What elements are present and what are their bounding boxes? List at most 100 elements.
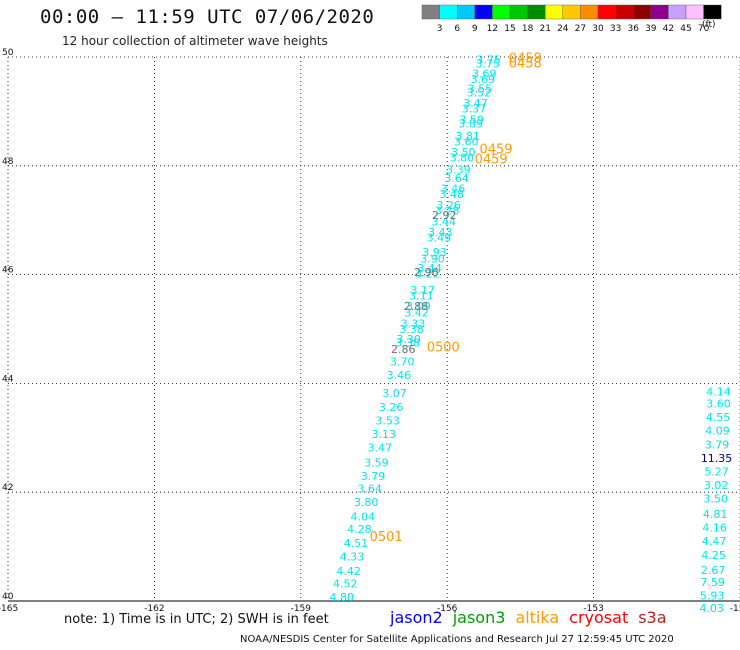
wave-height-label: 3.47	[368, 442, 393, 455]
page-subtitle: 12 hour collection of altimeter wave hei…	[62, 34, 328, 48]
wave-height-label: 5.27	[704, 466, 729, 479]
satellite-legend-item: jason2	[390, 608, 443, 627]
color-scale-label: 6	[454, 24, 460, 34]
y-tick-label: 40	[2, 592, 14, 602]
x-tick-label: -150	[730, 604, 740, 614]
wave-height-label: 3.07	[382, 387, 407, 400]
time-label: 0458	[509, 57, 542, 72]
satellite-legend-item: altika	[515, 608, 560, 627]
wave-height-label: 3.59	[364, 456, 389, 469]
satellite-legend-item: s3a	[638, 608, 667, 627]
wave-height-label: 2.86	[391, 343, 416, 356]
wave-height-label: 4.03	[699, 602, 724, 615]
wave-height-label: 2.88	[404, 300, 429, 313]
wave-height-label: 3.02	[704, 479, 729, 492]
wave-height-label: 4.14	[706, 386, 731, 399]
wave-height-label: 3.60	[454, 135, 479, 148]
wave-height-label: 3.55	[468, 83, 493, 96]
color-scale-label: 36	[627, 24, 639, 34]
wave-height-label: 4.28	[347, 523, 372, 536]
color-scale-label: 70	[698, 24, 710, 34]
x-tick-label: -153	[583, 604, 603, 614]
wave-height-label: 3.33	[401, 318, 426, 331]
wave-height-label: 3.43	[428, 226, 453, 239]
wave-height-label: 3.69	[471, 73, 496, 86]
wave-height-label: 3.60	[706, 398, 731, 411]
color-scale-label: 9	[472, 24, 478, 34]
wave-height-label: 4.52	[333, 578, 358, 591]
color-scale-label: 39	[645, 24, 657, 34]
wave-height-label: 3.22	[415, 268, 440, 281]
wave-height-label: 4.47	[702, 535, 727, 548]
wave-height-label: 3.26	[379, 401, 404, 414]
color-scale-label: 21	[539, 24, 550, 34]
time-label: 0500	[427, 340, 460, 355]
y-tick-label: 46	[2, 266, 14, 276]
y-tick-label: 42	[2, 483, 13, 493]
time-label: 0459	[475, 152, 508, 167]
wave-height-label: 3.30	[396, 333, 421, 346]
wave-height-label: 3.44	[417, 262, 442, 275]
wave-height-label: 4.81	[703, 508, 728, 521]
wave-height-label: 3.47	[463, 97, 488, 110]
x-tick-label: -156	[437, 604, 458, 614]
wave-height-label: 3.50	[703, 493, 728, 506]
wave-height-label: 3.59	[459, 114, 484, 127]
wave-height-label: 3.52	[467, 86, 492, 99]
color-scale-label: 18	[522, 24, 534, 34]
x-tick-label: -159	[291, 604, 312, 614]
wave-height-label: 3.37	[462, 103, 487, 116]
color-scale-label: 24	[557, 24, 569, 34]
wave-height-label: 4.09	[705, 425, 730, 438]
wave-height-label: 3.81	[455, 130, 480, 143]
wave-height-label: 3.11	[409, 289, 434, 302]
wave-height-label: 3.75	[475, 58, 500, 71]
wave-height-label: 3.13	[372, 428, 397, 441]
y-tick-label: 50	[2, 48, 14, 58]
wave-height-label: 3.93	[422, 246, 447, 259]
y-tick-label: 48	[2, 157, 14, 167]
wave-height-label: 4.42	[336, 565, 361, 578]
wave-height-label: 11.35	[701, 452, 733, 465]
color-scale-label: 12	[487, 24, 498, 34]
color-scale-label: 30	[592, 24, 604, 34]
time-label: 0501	[370, 530, 403, 545]
satellite-legend: jason2 jason3 altika cryosat s3a	[390, 608, 677, 627]
wave-height-label: 3.26	[436, 199, 461, 212]
wave-height-label: 3.75	[476, 54, 501, 67]
wave-height-label: 3.79	[705, 438, 730, 451]
color-scale-label: 15	[504, 24, 515, 34]
wave-height-label: 3.80	[450, 152, 475, 165]
wave-height-label: 3.46	[441, 183, 466, 196]
color-scale-swatch	[703, 4, 722, 20]
wave-height-label: 3.64	[357, 482, 382, 495]
y-tick-label: 44	[2, 374, 14, 384]
wave-height-label: 5.93	[700, 590, 725, 603]
satellite-legend-item: jason3	[452, 608, 506, 627]
wave-height-label: 4.16	[702, 522, 727, 535]
wave-height-label: 3.42	[404, 307, 429, 320]
wave-height-label: 3.49	[427, 232, 452, 245]
wave-height-label: 3.44	[432, 215, 457, 228]
wave-height-label: 4.51	[344, 537, 369, 550]
wave-height-label: 4.04	[351, 511, 376, 524]
color-scale: 3 6 9 12 15 18 21 24 27 30 33 36 39 42 45 70	[421, 4, 722, 34]
footer-credit: NOAA/NESDIS Center for Satellite Applica…	[240, 634, 674, 645]
wave-height-label: 2.92	[432, 209, 457, 222]
wave-height-label: 3.38	[399, 323, 424, 336]
color-scale-label: 42	[663, 24, 674, 34]
wave-height-label: 3.69	[472, 67, 497, 80]
time-label: 0458	[509, 52, 542, 67]
wave-height-label: 3.53	[375, 414, 400, 427]
satellite-legend-item: cryosat	[569, 608, 629, 627]
color-scale-units: (ft)	[702, 20, 716, 30]
wave-height-label: 3.46	[387, 369, 412, 382]
footer-note: note: 1) Time is in UTC; 2) SWH is in fe…	[64, 612, 329, 627]
wave-height-label: 3.80	[354, 496, 379, 509]
wave-height-label: 3.28	[435, 204, 460, 217]
wave-height-label: 3.64	[444, 172, 469, 185]
wave-height-label: 3.89	[458, 117, 483, 130]
wave-height-label: 3.17	[411, 284, 436, 297]
x-tick-label: -165	[0, 604, 18, 614]
